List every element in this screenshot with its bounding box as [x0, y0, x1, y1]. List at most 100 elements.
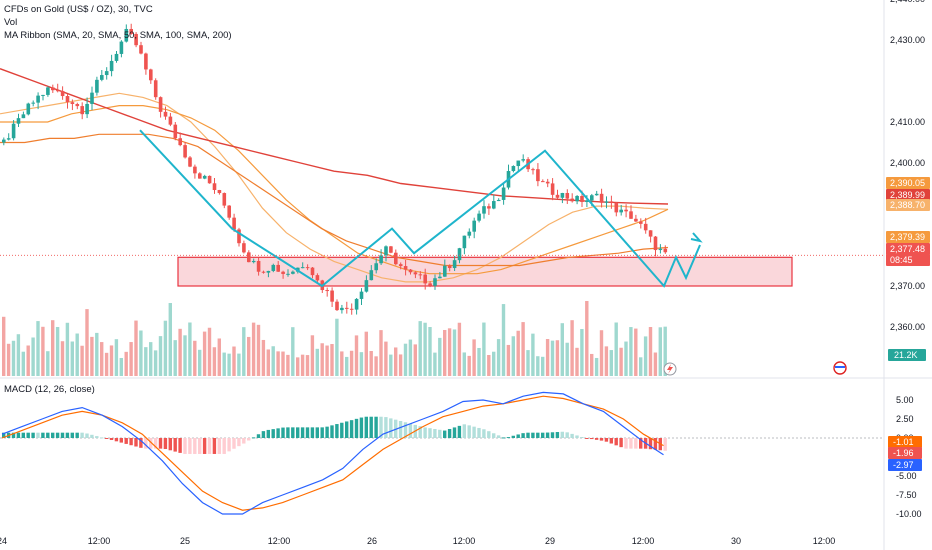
candle-bull: [100, 75, 104, 80]
volume-bar: [614, 322, 618, 376]
volume-bar: [394, 347, 398, 376]
volume-bar: [511, 336, 515, 376]
macd-histogram-bar: [31, 432, 35, 438]
macd-histogram-bar: [379, 416, 383, 438]
candle-bear: [188, 157, 192, 167]
volume-bar: [153, 350, 158, 376]
candle-bull: [443, 265, 447, 277]
candle-bear: [261, 271, 266, 273]
candle-bear: [75, 104, 80, 107]
candle-bull: [109, 60, 114, 72]
candle-bear: [217, 190, 222, 194]
candle-bear: [545, 181, 550, 184]
volume-bar: [619, 347, 623, 376]
volume-bar: [594, 357, 599, 376]
volume-bar: [21, 351, 25, 376]
symbol-title: CFDs on Gold (US$ / OZ), 30, TVC: [4, 4, 153, 15]
candle-bull: [467, 231, 472, 236]
macd-histogram-bar: [639, 438, 643, 449]
ma-line-sma-20: [0, 92, 669, 283]
volume-bar: [389, 354, 393, 376]
candle-bear: [247, 252, 251, 263]
volume-bar: [60, 341, 65, 376]
candle-bull: [438, 276, 442, 279]
macd-axis-label: 2.50: [896, 414, 914, 424]
candle-bear: [349, 308, 354, 310]
volume-bar: [408, 339, 413, 376]
macd-histogram-bar: [570, 433, 574, 438]
macd-histogram-bar: [614, 438, 618, 446]
macd-histogram-bar: [438, 429, 442, 438]
zigzag-pattern-line: [139, 129, 701, 288]
macd-histogram-bar: [619, 438, 623, 448]
candle-bull: [16, 118, 21, 124]
candle-bear: [565, 192, 570, 199]
price-tag: [886, 231, 930, 243]
price-axis-label: 2,400.00: [890, 158, 925, 168]
price-axis-label: 2,370.00: [890, 281, 925, 291]
candle-bear: [550, 183, 555, 195]
volume-bar: [354, 335, 359, 376]
macd-histogram-bar: [428, 428, 432, 438]
volume-bar: [452, 329, 457, 376]
candle-bear: [163, 111, 168, 117]
macd-signal-line: [1, 395, 664, 511]
candle-bull: [585, 200, 589, 202]
volume-bar: [144, 347, 148, 376]
candle-bull: [95, 79, 99, 93]
macd-histogram-bar: [153, 438, 158, 449]
candle-bear: [394, 252, 398, 265]
candle-bull: [516, 160, 521, 167]
volume-bar: [178, 328, 182, 376]
macd-histogram-bar: [149, 438, 153, 449]
candle-bull: [364, 280, 369, 292]
volume-bar: [90, 336, 94, 376]
macd-histogram-bar: [46, 432, 50, 438]
price-tag: [886, 243, 930, 255]
volume-bar: [379, 330, 383, 376]
price-tag-label: 2,379.39: [890, 232, 925, 242]
candle-bull: [604, 201, 609, 203]
candle-bear: [614, 202, 619, 213]
volume-bar: [609, 350, 613, 376]
volume-bar: [340, 351, 344, 376]
candle-bear: [629, 211, 633, 219]
candle-bull: [41, 94, 45, 96]
macd-label: MACD (12, 26, close): [4, 384, 95, 395]
price-axis-label: 2,410.00: [890, 117, 925, 127]
volume-bar: [55, 326, 60, 376]
volume-bar: [555, 340, 560, 376]
macd-histogram-bar: [565, 432, 569, 438]
candle-bear: [398, 264, 403, 267]
macd-histogram-bar: [261, 431, 266, 438]
macd-histogram-bar: [144, 438, 148, 449]
volume-bar: [560, 323, 564, 376]
candle-bull: [472, 220, 476, 232]
price-tag: [886, 189, 930, 201]
volume-tag-label: 21.2K: [894, 350, 918, 360]
macd-histogram-bar: [447, 428, 452, 438]
candle-bull: [21, 114, 26, 119]
macd-histogram-bar: [256, 434, 261, 438]
macd-axis-label: -5.00: [896, 471, 917, 481]
macd-histogram-bar: [65, 432, 70, 438]
volume-bar: [570, 320, 574, 376]
macd-histogram-bar: [266, 429, 270, 438]
macd-histogram-bar: [492, 433, 496, 438]
volume-bar: [6, 343, 11, 376]
macd-histogram-bar: [124, 438, 128, 444]
macd-histogram-bar: [408, 423, 413, 438]
volume-bar: [80, 345, 84, 376]
candle-bull: [511, 166, 516, 172]
candle-bull: [124, 28, 129, 42]
macd-histogram-bar: [119, 438, 123, 443]
macd-histogram-bar: [55, 432, 60, 438]
macd-value-tag: [888, 436, 922, 448]
candle-bear: [242, 243, 246, 253]
price-axis-label: 2,430.00: [890, 35, 925, 45]
candle-bear: [408, 269, 413, 273]
candle-bear: [634, 218, 638, 222]
volume-bar: [482, 322, 486, 376]
volume-bar: [237, 353, 241, 376]
